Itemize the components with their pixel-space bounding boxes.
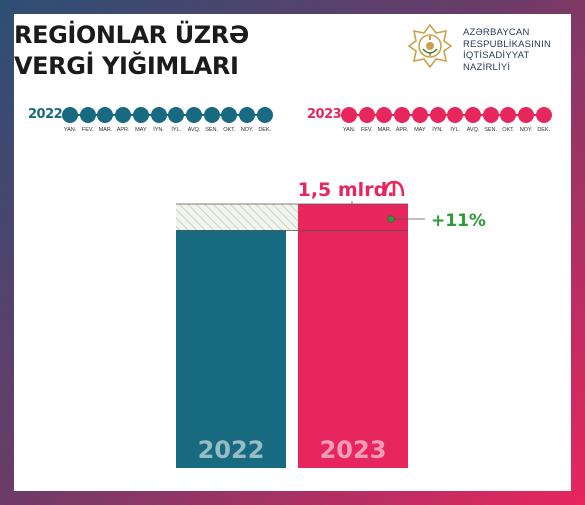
month-label: İYN.	[432, 127, 443, 133]
month-dot	[62, 107, 78, 123]
ministry-line-1: AZƏRBAYCAN	[463, 27, 530, 38]
month-dot	[500, 107, 517, 123]
month-label: MAY	[414, 127, 426, 133]
growth-label: +11%	[431, 211, 486, 231]
month-dot	[97, 107, 114, 123]
month-label: YAN.	[342, 127, 356, 133]
bar-2022	[176, 230, 286, 468]
month-label: SEN.	[205, 127, 218, 133]
month-dot	[115, 107, 132, 123]
month-dot	[376, 107, 393, 123]
ministry-emblem-icon	[407, 23, 453, 69]
month-label: OKT.	[223, 127, 236, 133]
month-dot	[394, 107, 411, 123]
month-label: YAN.	[63, 127, 77, 133]
title-line-2: VERGİ YIĞIMLARI	[14, 52, 239, 80]
month-label: DEK.	[537, 127, 551, 133]
month-label: APR.	[395, 127, 409, 133]
month-label: AVQ.	[466, 127, 480, 133]
month-label: İYL.	[171, 127, 181, 133]
ministry-line-4: NAZİRLİYİ	[463, 61, 511, 73]
month-dot	[429, 107, 446, 123]
month-label: SEN.	[484, 127, 497, 133]
bar-category-label: 2022	[198, 436, 265, 464]
month-dot	[447, 107, 464, 123]
month-label: NOY.	[519, 127, 533, 133]
month-dot	[535, 107, 552, 123]
month-dot	[411, 107, 428, 123]
manat-icon	[383, 180, 405, 197]
infographic-card	[14, 14, 571, 491]
month-dot	[132, 107, 149, 123]
title-line-1: REGİONLAR ÜZRƏ	[14, 21, 249, 49]
timeline-year-label: 2023	[307, 107, 342, 122]
month-label: AVQ.	[187, 127, 201, 133]
month-label: MAR.	[98, 127, 113, 133]
month-dot	[221, 107, 238, 123]
month-dot	[185, 107, 202, 123]
month-dot	[482, 107, 499, 123]
value-label: 1,5 mlrd.	[298, 179, 395, 201]
month-dot	[341, 107, 357, 123]
month-dot	[239, 107, 255, 123]
month-label: OKT.	[502, 127, 515, 133]
month-label: APR.	[116, 127, 130, 133]
month-label: MAR.	[377, 127, 392, 133]
ministry-name: AZƏRBAYCAN RESPUBLİKASININ İQTİSADİYYAT …	[463, 27, 555, 73]
bar-2023	[298, 204, 408, 468]
month-dot	[150, 107, 167, 123]
month-dot	[358, 107, 375, 123]
month-dot	[168, 107, 185, 123]
timeline-year-label: 2022	[28, 107, 63, 122]
month-dot	[464, 107, 481, 123]
month-label: İYN.	[153, 127, 164, 133]
month-dot	[518, 107, 534, 123]
month-label: FEV.	[360, 127, 373, 133]
month-dot	[79, 107, 96, 123]
month-label: NOY.	[240, 127, 254, 133]
ministry-line-3: İQTİSADİYYAT	[463, 50, 530, 61]
increment-hatch	[176, 204, 298, 231]
growth-marker	[387, 215, 395, 223]
timeline-2023: 2023 YAN. FEV. MAR. APR. MAY İYN. İYL. AVQ. SEN.…	[307, 100, 562, 136]
ministry-line-2: RESPUBLİKASININ	[463, 38, 551, 50]
bar-category-label: 2023	[320, 436, 387, 464]
month-label: İYL.	[450, 127, 460, 133]
month-dot	[256, 107, 273, 123]
month-label: FEV.	[81, 127, 94, 133]
month-label: DEK.	[258, 127, 272, 133]
month-label: MAY	[135, 127, 147, 133]
page-title: REGİONLAR ÜZRƏ VERGİ YIĞIMLARI	[14, 20, 249, 82]
timeline-2022: 2022 YAN. FEV. MAR. APR. MAY İYN. İYL. AVQ. SEN.…	[28, 100, 278, 136]
month-dot	[203, 107, 220, 123]
